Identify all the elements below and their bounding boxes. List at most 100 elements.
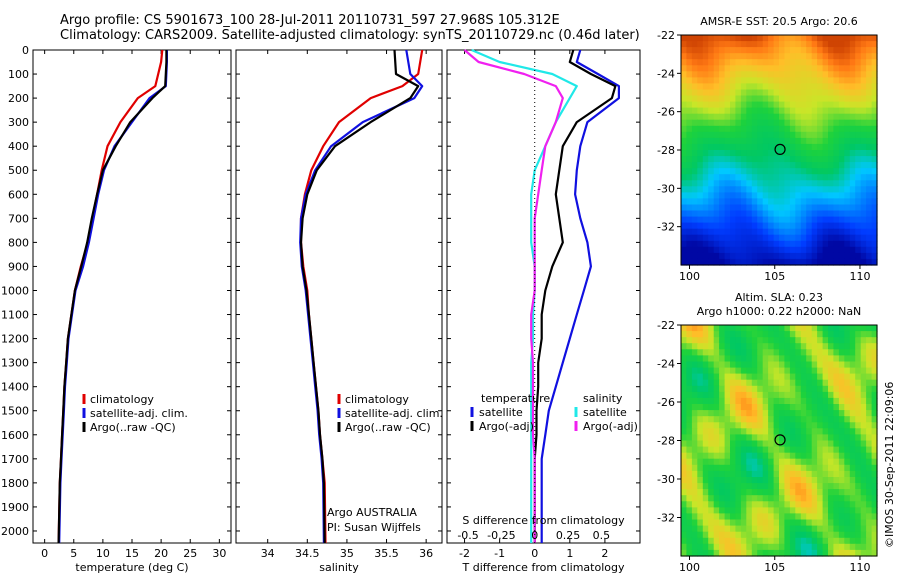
map-cell xyxy=(757,131,764,139)
map-cell xyxy=(828,477,834,484)
map-cell xyxy=(713,162,720,169)
map-cell xyxy=(849,83,856,91)
map-cell xyxy=(833,246,840,254)
map-cell xyxy=(719,349,726,356)
map-cell xyxy=(686,537,693,545)
map-cell xyxy=(855,162,862,169)
map-cell xyxy=(768,41,775,48)
map-cell xyxy=(844,101,851,109)
map-cell xyxy=(762,337,769,344)
map-cell xyxy=(860,95,867,103)
map-cell xyxy=(768,525,775,533)
map-cell xyxy=(730,89,736,97)
map-cell xyxy=(708,464,715,472)
map-cell xyxy=(719,234,726,242)
map-cell xyxy=(691,35,698,42)
map-cell xyxy=(708,216,715,224)
map-cell xyxy=(795,537,802,545)
map-cell xyxy=(773,422,780,429)
map-cell xyxy=(708,246,715,254)
map-cell xyxy=(713,325,720,332)
map-cell xyxy=(871,210,878,218)
map-cell xyxy=(822,180,829,187)
map-cell xyxy=(681,519,687,527)
map-cell xyxy=(833,458,840,466)
map-cell xyxy=(855,210,862,218)
map-cell xyxy=(724,222,731,230)
map-cell xyxy=(730,47,736,54)
map-cell xyxy=(871,192,878,200)
map-cell xyxy=(691,531,698,539)
map-cell xyxy=(768,210,775,218)
map-cell xyxy=(860,404,867,411)
map-cell xyxy=(800,222,807,230)
map-cell xyxy=(806,222,813,230)
map-cell xyxy=(702,180,709,187)
map-cell xyxy=(789,168,796,175)
map-cell xyxy=(702,361,709,369)
map-cell xyxy=(871,77,878,85)
map-cell xyxy=(871,204,878,212)
map-cell xyxy=(800,107,807,115)
map-cell xyxy=(849,162,856,169)
map-cell xyxy=(849,428,856,435)
map-cell xyxy=(855,440,862,448)
map-cell xyxy=(789,47,796,54)
map-cell xyxy=(779,495,785,502)
map-cell xyxy=(762,204,769,212)
map-cell xyxy=(811,240,818,248)
map-cell xyxy=(735,204,742,212)
y-tick-label: 800 xyxy=(8,236,29,249)
map-cell xyxy=(686,131,693,139)
map-cell xyxy=(751,483,758,490)
map-cell xyxy=(735,446,742,454)
map-cell xyxy=(838,489,845,496)
map-cell xyxy=(817,186,824,193)
map-cell xyxy=(691,137,698,145)
map-cell xyxy=(800,549,807,557)
map-cell xyxy=(735,404,742,411)
map-cell xyxy=(762,143,769,151)
map-cell xyxy=(855,325,862,332)
map-cell xyxy=(800,525,807,533)
map-cell xyxy=(860,531,867,539)
map-cell xyxy=(784,519,791,527)
map-cell xyxy=(849,156,856,163)
map-cell xyxy=(784,41,791,48)
map-cell xyxy=(681,252,687,260)
map-cell xyxy=(773,137,780,145)
map-cell xyxy=(800,71,807,78)
map-cell xyxy=(817,131,824,139)
map-cell xyxy=(757,258,764,266)
map-cell xyxy=(730,543,736,551)
map-cell xyxy=(740,59,747,66)
map-cell xyxy=(800,234,807,242)
map-cell xyxy=(844,143,851,151)
map-cell xyxy=(795,71,802,78)
map-cell xyxy=(691,343,698,350)
map-cell xyxy=(855,59,862,66)
map-cell xyxy=(724,513,731,521)
map-cell xyxy=(779,458,785,466)
map-cell xyxy=(806,174,813,181)
map-cell xyxy=(735,198,742,206)
map-cell xyxy=(740,77,747,85)
map-cell xyxy=(686,156,693,163)
map-cell xyxy=(686,373,693,381)
map-cell xyxy=(844,246,851,254)
map-cell xyxy=(779,549,785,557)
map-cell xyxy=(789,95,796,103)
map-cell xyxy=(844,258,851,266)
map-cell xyxy=(702,477,709,484)
map-cell xyxy=(681,150,687,157)
map-cell xyxy=(795,391,802,399)
map-cell xyxy=(719,240,726,248)
map-cell xyxy=(773,385,780,393)
map-cell xyxy=(855,258,862,266)
map-cell xyxy=(746,397,753,405)
map-cell xyxy=(844,168,851,175)
map-cell xyxy=(681,446,687,454)
map-cell xyxy=(860,222,867,230)
map-cell xyxy=(681,59,687,66)
map-cell xyxy=(768,379,775,387)
